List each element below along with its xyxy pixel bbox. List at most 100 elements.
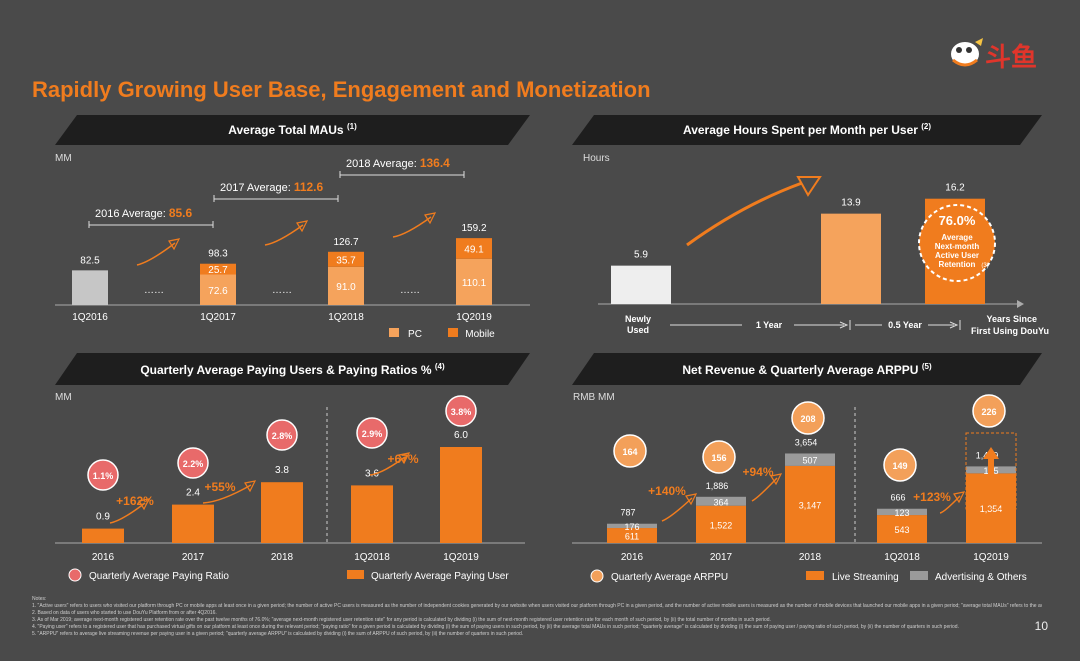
mau-growth-arrow-head bbox=[424, 212, 437, 225]
legend-arppu-label: Quarterly Average ARPPU bbox=[611, 572, 728, 583]
arppu-bubble bbox=[613, 434, 647, 468]
paying-growth-arrow bbox=[109, 502, 146, 524]
hours-growth-arrow bbox=[686, 181, 803, 247]
revenue-ads-label: 176 bbox=[624, 522, 639, 532]
mau-bar-pc bbox=[200, 274, 236, 305]
revenue-unit: RMB MM bbox=[573, 392, 615, 403]
paying-bar bbox=[261, 482, 303, 543]
hours-span-marker bbox=[949, 320, 961, 330]
retention-callout-circle bbox=[918, 204, 996, 282]
hours-value-label: 13.9 bbox=[841, 198, 861, 209]
hours-axis-arrow bbox=[1017, 300, 1024, 308]
mau-average-text: 2017 Average: bbox=[220, 182, 294, 194]
logo-text: 斗鱼 bbox=[985, 42, 1037, 72]
revenue-x-label: 2016 bbox=[621, 552, 644, 563]
mau-average-bracket bbox=[339, 171, 465, 178]
page-title: Rapidly Growing User Base, Engagement an… bbox=[32, 77, 651, 102]
footnotes: Notes: 1. "Active users" refers to users… bbox=[32, 596, 1042, 638]
revenue-highlight-frame bbox=[965, 432, 1017, 510]
notes-label: Notes: bbox=[32, 596, 47, 602]
retention-text: Retention bbox=[939, 260, 976, 269]
paying-ratio-circle bbox=[177, 447, 209, 479]
mau-bar-pc bbox=[328, 266, 364, 305]
hours-unit: Hours bbox=[583, 153, 610, 164]
revenue-bar-ads bbox=[607, 523, 657, 529]
revenue-x-label: 1Q2019 bbox=[973, 552, 1009, 563]
revenue-bar-ads bbox=[877, 508, 927, 516]
legend-live-swatch bbox=[806, 571, 824, 580]
note-5: 5. "ARPPU" refers to average live stream… bbox=[32, 631, 524, 637]
revenue-growth-label: +140% bbox=[648, 484, 686, 498]
paying-growth-label: +67% bbox=[387, 452, 418, 466]
retention-note: (3) bbox=[981, 263, 988, 269]
paying-ratio-label: 2.9% bbox=[362, 429, 383, 439]
paying-x-label: 1Q2018 bbox=[354, 552, 390, 563]
mau-growth-arrow bbox=[392, 216, 432, 238]
note-1: 1. "Active users" refers to users who vi… bbox=[32, 603, 1042, 609]
mau-header-note: (1) bbox=[346, 122, 357, 131]
hours-panel-header: Average Hours Spent per Month per User (… bbox=[572, 115, 1042, 145]
hours-x-label-1year: 1 Year bbox=[756, 320, 783, 330]
hours-bar bbox=[611, 265, 671, 304]
revenue-total-label: 666 bbox=[890, 493, 905, 503]
mau-average-value: 136.4 bbox=[420, 156, 450, 170]
hours-header-text: Average Hours Spent per Month per User bbox=[682, 123, 918, 137]
revenue-header-text: Net Revenue & Quarterly Average ARPPU bbox=[682, 363, 919, 377]
revenue-growth-arrow-head bbox=[953, 491, 966, 504]
paying-value-label: 6.0 bbox=[454, 430, 468, 441]
paying-panel-header: Quarterly Average Paying Users & Paying … bbox=[55, 353, 530, 385]
retention-text: Active User bbox=[935, 251, 979, 260]
note-2: 2. Based on data of users who started to… bbox=[32, 610, 217, 616]
mau-growth-arrow bbox=[136, 242, 176, 266]
arppu-label: 164 bbox=[622, 447, 637, 457]
mau-mobile-label: 49.1 bbox=[464, 244, 484, 255]
revenue-ads-label: 364 bbox=[713, 497, 728, 507]
mau-average-annotation: 2018 Average: 136.4 bbox=[346, 156, 450, 170]
paying-chart: 0.9 2016 1.1% 2.4 2017 2.2% 3.8 2018 2.8% 3.6 1Q20… bbox=[55, 395, 525, 582]
arppu-bubble bbox=[972, 394, 1006, 428]
paying-x-label: 2018 bbox=[271, 552, 294, 563]
retention-text: Average bbox=[941, 233, 973, 242]
paying-bar bbox=[351, 485, 393, 543]
revenue-bar-ads bbox=[696, 496, 746, 506]
mau-average-text: 2016 Average: bbox=[95, 208, 169, 220]
hours-value-label: 16.2 bbox=[945, 183, 965, 194]
mau-average-annotation: 2017 Average: 112.6 bbox=[220, 180, 324, 194]
page-number: 10 bbox=[1034, 619, 1048, 633]
paying-bar bbox=[172, 504, 214, 543]
hours-x-label-used: Used bbox=[627, 325, 649, 335]
mau-bar-pc bbox=[456, 258, 492, 305]
mau-x-label: 1Q2016 bbox=[72, 312, 108, 323]
paying-unit: MM bbox=[55, 392, 72, 403]
paying-growth-arrow bbox=[369, 456, 406, 476]
legend-payer-swatch bbox=[347, 570, 364, 579]
paying-ratio-circle bbox=[266, 419, 298, 451]
mau-header-text: Average Total MAUs bbox=[228, 123, 344, 137]
revenue-x-label: 2018 bbox=[799, 552, 822, 563]
mau-chart: 82.5 1Q2016 72.6 25.7 98.3 1Q2017 91.0 35.7 126.… bbox=[55, 156, 530, 340]
mau-pc-label: 72.6 bbox=[208, 286, 228, 297]
legend-pc-swatch bbox=[389, 328, 399, 337]
hours-growth-arrow-head bbox=[796, 176, 822, 197]
hours-header-note: (2) bbox=[921, 122, 932, 131]
mau-dots: …… bbox=[400, 285, 420, 296]
legend-ratio-marker bbox=[68, 568, 82, 582]
arppu-label: 208 bbox=[800, 414, 815, 424]
revenue-x-label: 1Q2018 bbox=[884, 552, 920, 563]
mau-average-bracket bbox=[88, 221, 214, 228]
mau-average-value: 85.6 bbox=[169, 206, 193, 220]
arppu-bubble bbox=[883, 448, 917, 482]
arppu-label: 149 bbox=[892, 461, 907, 471]
mau-growth-arrow bbox=[264, 224, 304, 246]
legend-payer-label: Quarterly Average Paying User bbox=[371, 571, 509, 582]
hours-x-label-newly: Newly bbox=[625, 314, 651, 324]
mau-average-annotation: 2016 Average: 85.6 bbox=[95, 206, 192, 220]
mau-bar-mobile bbox=[200, 263, 236, 275]
legend-ratio-label: Quarterly Average Paying Ratio bbox=[89, 571, 229, 582]
paying-growth-arrow-head bbox=[398, 452, 411, 465]
revenue-live-label: 3,147 bbox=[799, 500, 822, 510]
legend-live-label: Live Streaming bbox=[832, 572, 899, 583]
hours-span-marker bbox=[839, 320, 851, 330]
mau-total-label: 159.2 bbox=[461, 223, 486, 234]
revenue-total-label: 1,886 bbox=[706, 481, 729, 491]
